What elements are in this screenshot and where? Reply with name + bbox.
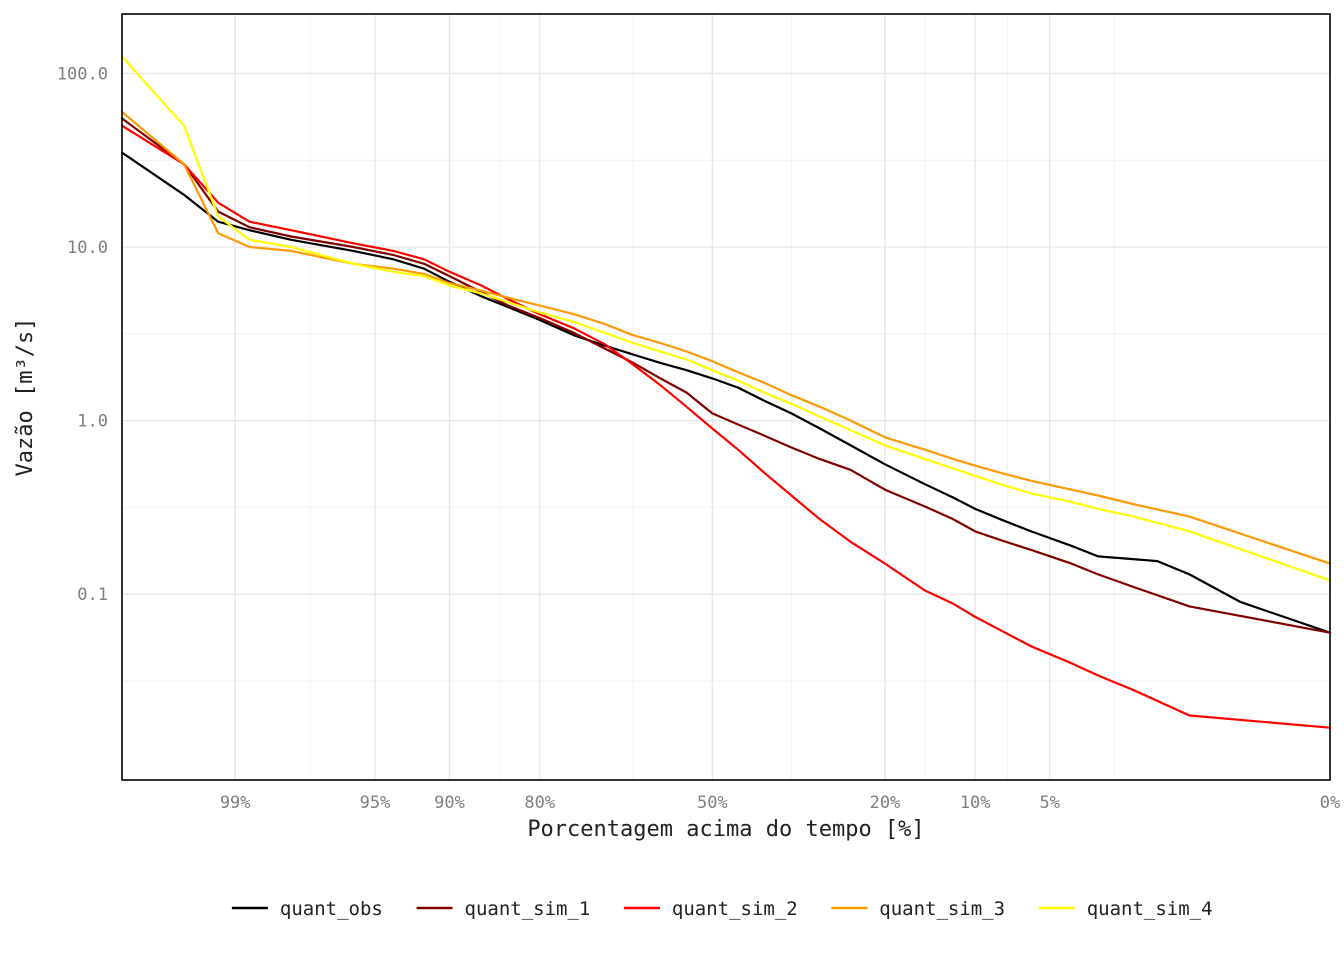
y-tick-label: 100.0	[57, 64, 108, 84]
x-tick-label: 5%	[1039, 793, 1059, 813]
series-line-quant-sim-4	[120, 55, 1332, 582]
legend-item-quant-sim-1: quant_sim_1	[416, 898, 591, 920]
x-tick-label: 99%	[220, 793, 251, 813]
legend-label: quant_sim_4	[1087, 898, 1213, 920]
x-tick-label: 50%	[697, 793, 728, 813]
x-tick-label: 80%	[524, 793, 555, 813]
x-tick-label: 90%	[434, 793, 465, 813]
y-axis-title: Vazão [m³/s]	[13, 318, 38, 477]
legend-item-quant-sim-2: quant_sim_2	[623, 898, 798, 920]
x-axis-title: Porcentagem acima do tempo [%]	[527, 817, 924, 842]
y-tick-label: 1.0	[77, 412, 108, 432]
legend-item-quant-sim-4: quant_sim_4	[1038, 898, 1213, 920]
legend-label: quant_sim_1	[465, 898, 591, 920]
legend-label: quant_sim_2	[672, 898, 798, 920]
series-line-quant-obs	[120, 151, 1332, 634]
x-tick-labels: 99% 95% 90% 80% 50% 20% 10% 5% 0%	[220, 793, 1340, 813]
legend-label: quant_obs	[280, 898, 383, 920]
legend-item-quant-obs: quant_obs	[231, 898, 383, 920]
series-line-quant-sim-2	[120, 124, 1332, 729]
series-layer	[120, 55, 1332, 729]
x-tick-label: 20%	[870, 793, 901, 813]
legend: quant_obs quant_sim_1 quant_sim_2 quant_sim…	[231, 898, 1213, 920]
series-line-quant-sim-1	[120, 117, 1332, 634]
y-tick-label: 0.1	[77, 585, 108, 605]
legend-item-quant-sim-3: quant_sim_3	[831, 898, 1005, 920]
major-grid	[122, 14, 1331, 780]
x-tick-label: 0%	[1320, 793, 1340, 813]
y-tick-label: 10.0	[67, 238, 108, 258]
x-tick-label: 95%	[360, 793, 391, 813]
y-tick-labels: 100.0 10.0 1.0 0.1	[57, 64, 108, 605]
x-tick-label: 10%	[960, 793, 991, 813]
plot-frame	[121, 13, 1331, 781]
series-line-quant-sim-3	[120, 110, 1332, 565]
legend-label: quant_sim_3	[879, 898, 1005, 920]
minor-grid	[122, 14, 1330, 780]
